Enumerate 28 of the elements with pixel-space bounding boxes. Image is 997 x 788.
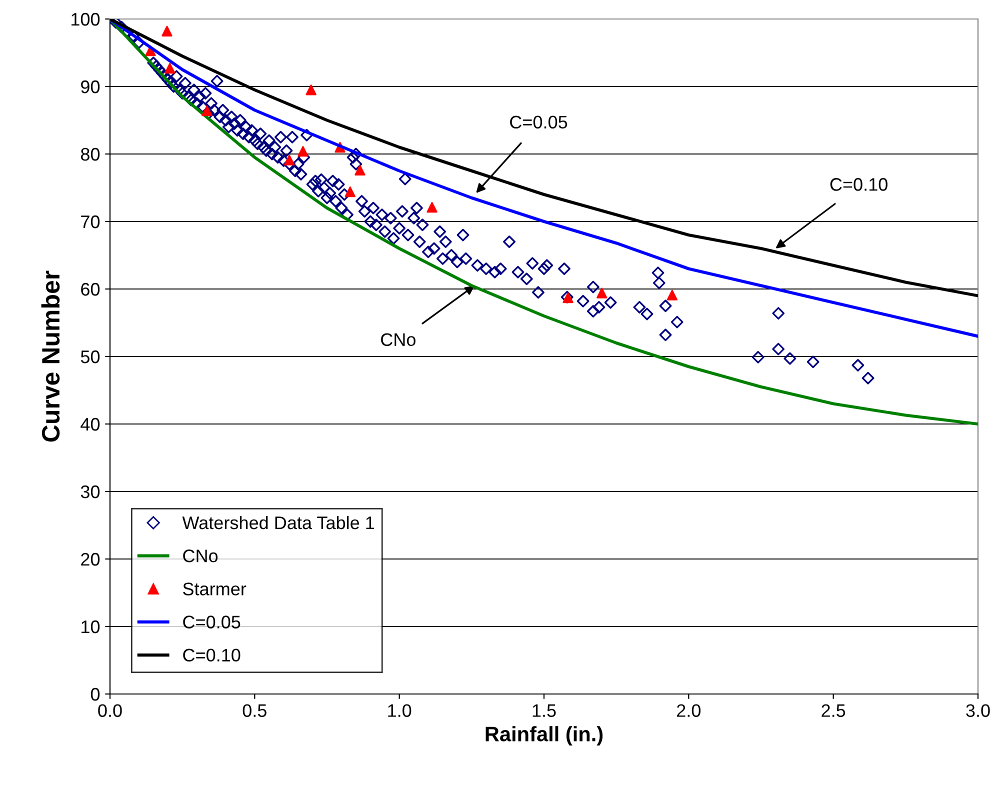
x-axis-title: Rainfall (in.) — [486, 726, 603, 746]
y-tick-label: 90 — [81, 80, 100, 94]
y-tick-label: 80 — [80, 148, 100, 161]
y-tick-label: 100 — [72, 12, 100, 26]
legend-label: Starmer — [183, 582, 246, 596]
legend-label: CNo — [183, 550, 218, 562]
y-axis-title: Curve Number — [41, 270, 60, 442]
x-tick-label: 2.0 — [677, 704, 701, 717]
legend-label: C=0.10 — [183, 648, 240, 662]
y-tick-label: 30 — [80, 485, 100, 498]
x-tick-label: 2.5 — [822, 704, 846, 717]
annotation: C=0.10 — [830, 178, 888, 191]
y-tick-label: 0 — [90, 688, 100, 701]
legend-label: Watershed Data Table 1 — [182, 516, 374, 530]
legend-label: C=0.05 — [183, 616, 240, 628]
x-tick-label: 1.5 — [532, 704, 556, 717]
y-tick-label: 70 — [81, 215, 100, 228]
x-tick-label: 1.0 — [388, 704, 412, 717]
y-tick-label: 20 — [81, 552, 100, 566]
annotation: CNo — [381, 333, 416, 346]
y-tick-label: 50 — [80, 350, 100, 364]
annotation: C=0.05 — [510, 116, 568, 129]
x-tick-label: 0.0 — [98, 704, 122, 717]
y-tick-label: 40 — [80, 418, 100, 431]
y-tick-label: 60 — [81, 282, 100, 296]
x-tick-label: 0.5 — [242, 704, 266, 717]
x-tick-label: 3.0 — [966, 704, 990, 717]
y-tick-label: 10 — [82, 620, 100, 634]
